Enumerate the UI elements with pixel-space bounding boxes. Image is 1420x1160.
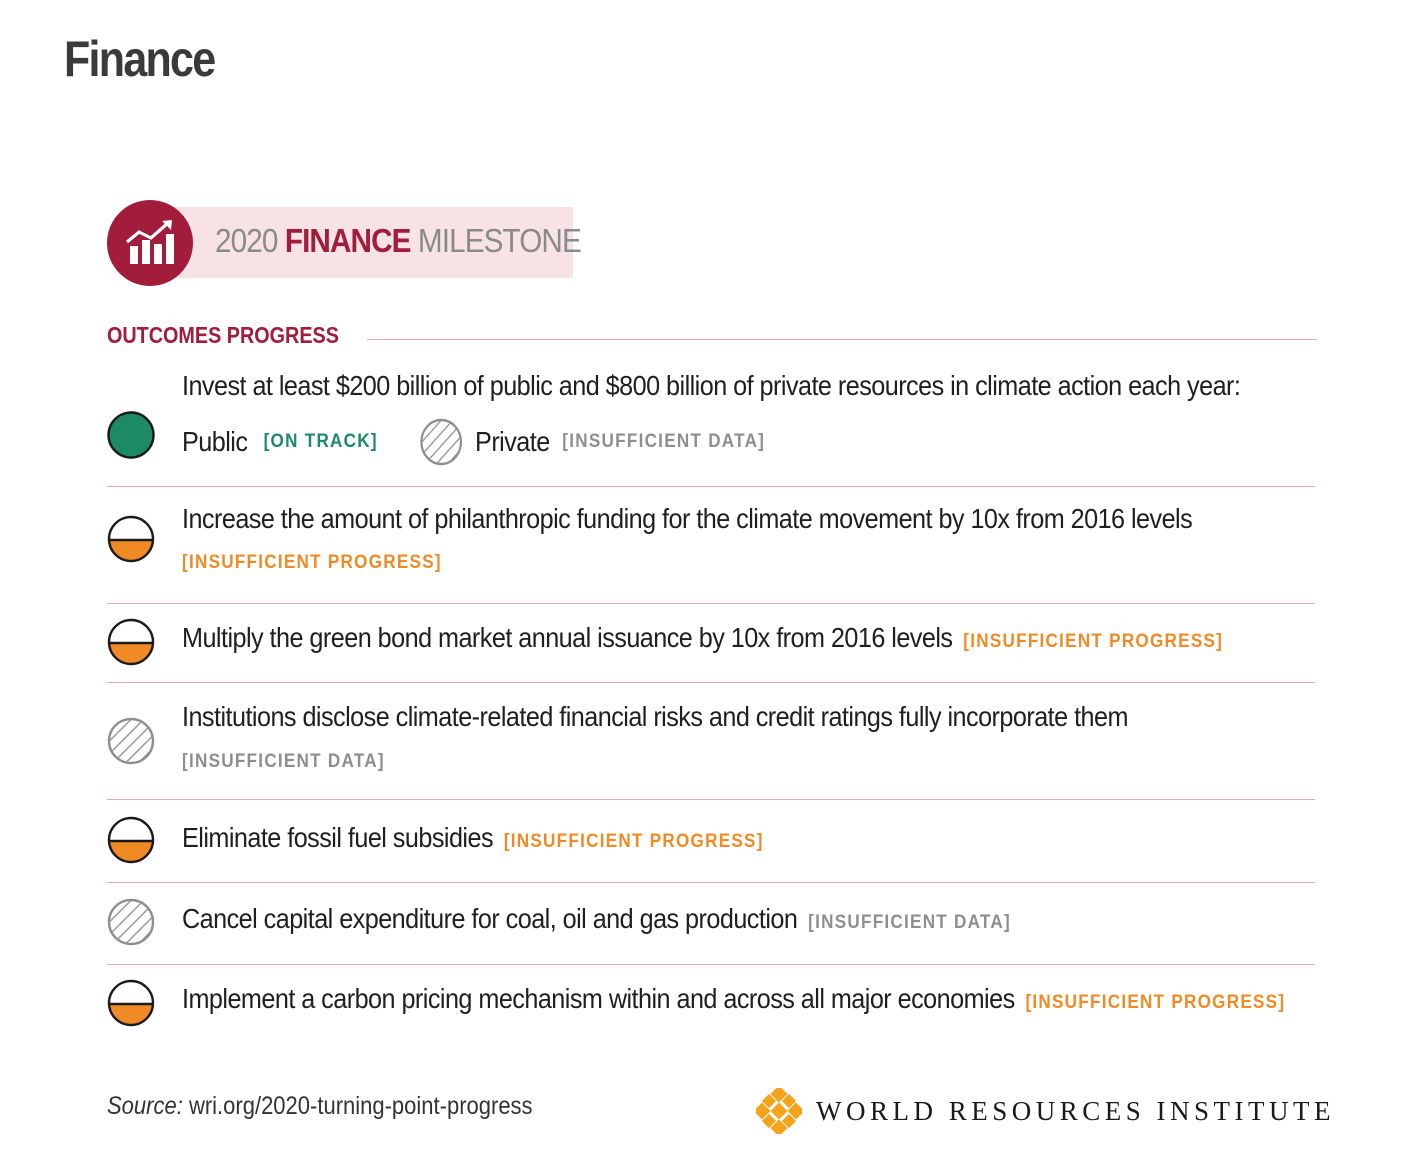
wri-logo-text: WORLD RESOURCES INSTITUTE <box>816 1095 1335 1126</box>
insufficient-data-status-icon <box>419 418 462 466</box>
milestone-background <box>157 207 573 278</box>
outcome-text-line: Cancel capital expenditure for coal, oil… <box>182 903 1011 935</box>
outcome-text: Invest at least $200 billion of public a… <box>182 370 1241 401</box>
status-tag: [INSUFFICIENT PROGRESS] <box>503 831 764 852</box>
outcome-text-line: Eliminate fossil fuel subsidies [INSUFFIC… <box>182 822 764 854</box>
insufficient-progress-status-icon <box>107 816 155 864</box>
milestone-suffix: MILESTONE <box>417 222 582 259</box>
row-divider <box>107 486 1315 487</box>
section-label: OUTCOMES PROGRESS <box>107 322 339 348</box>
milestone-year: 2020 <box>215 222 278 259</box>
outcome-row-carbon-pricing: Implement a carbon pricing mechanism wit… <box>107 965 1315 1045</box>
insufficient-data-status-icon <box>107 717 155 765</box>
status-tag: [INSUFFICIENT PROGRESS] <box>1025 992 1286 1013</box>
insufficient-data-status-icon <box>107 898 155 946</box>
status-tag: [INSUFFICIENT PROGRESS] <box>182 552 442 573</box>
milestone-badge <box>107 200 193 286</box>
outcome-text: Implement a carbon pricing mechanism wit… <box>182 983 1015 1014</box>
outcome-row-fossil-subsidies: Eliminate fossil fuel subsidies [INSUFFIC… <box>107 800 1315 883</box>
outcome-text: Eliminate fossil fuel subsidies <box>182 822 494 853</box>
status-tag: [INSUFFICIENT PROGRESS] <box>963 631 1224 652</box>
status-tag: [INSUFFICIENT DATA] <box>182 751 385 772</box>
source-url[interactable]: wri.org/2020-turning-point-progress <box>188 1092 533 1120</box>
outcome-text-line: Multiply the green bond market annual is… <box>182 622 1223 654</box>
outcome-row-disclosure: Institutions disclose climate-related fi… <box>107 683 1315 800</box>
row-divider <box>107 603 1315 604</box>
outcome-text: Increase the amount of philanthropic fun… <box>182 503 1193 534</box>
on-track-status-icon <box>107 411 155 459</box>
outcome-row-capital-expenditure: Cancel capital expenditure for coal, oil… <box>107 883 1315 965</box>
public-sub-item: Public [ON TRACK] <box>182 426 378 458</box>
wri-logo: WORLD RESOURCES INSTITUTE <box>756 1088 1335 1134</box>
insufficient-progress-status-icon <box>107 618 155 666</box>
private-sub-item: Private [INSUFFICIENT DATA] <box>419 418 765 466</box>
page-title: Finance <box>64 31 216 87</box>
source-note: Source: wri.org/2020-turning-point-progr… <box>107 1092 533 1121</box>
row-divider <box>107 964 1315 965</box>
outcome-sub-statuses: Public [ON TRACK] Private [INSUFFICIENT … <box>182 418 765 466</box>
milestone-emphasis: FINANCE <box>284 222 412 259</box>
row-divider <box>107 882 1315 883</box>
outcome-row-investment: Invest at least $200 billion of public a… <box>107 360 1315 487</box>
row-divider <box>107 682 1315 683</box>
source-label: Source: <box>107 1092 183 1120</box>
wri-logo-icon <box>756 1088 802 1134</box>
status-tag: [INSUFFICIENT DATA] <box>562 431 766 452</box>
milestone-title: 2020 FINANCE MILESTONE <box>215 222 582 260</box>
outcome-text-line: Implement a carbon pricing mechanism wit… <box>182 983 1285 1015</box>
status-tag-line: [INSUFFICIENT DATA] <box>182 751 385 773</box>
outcome-text: Cancel capital expenditure for coal, oil… <box>182 903 798 934</box>
outcome-text: Multiply the green bond market annual is… <box>182 622 953 653</box>
outcome-row-philanthropy: Increase the amount of philanthropic fun… <box>107 487 1315 604</box>
status-tag-line: [INSUFFICIENT PROGRESS] <box>182 552 442 574</box>
insufficient-progress-status-icon <box>107 979 155 1027</box>
milestone-banner: 2020 FINANCE MILESTONE <box>107 200 582 286</box>
outcome-row-green-bonds: Multiply the green bond market annual is… <box>107 604 1315 683</box>
section-divider <box>367 339 1317 340</box>
row-divider <box>107 799 1315 800</box>
growth-chart-icon <box>125 220 174 264</box>
status-tag: [ON TRACK] <box>263 431 378 452</box>
public-label: Public <box>182 426 248 457</box>
insufficient-progress-status-icon <box>107 515 155 563</box>
outcome-text: Institutions disclose climate-related fi… <box>182 701 1128 732</box>
section-header: OUTCOMES PROGRESS <box>107 322 1317 356</box>
status-tag: [INSUFFICIENT DATA] <box>808 912 1011 933</box>
private-label: Private <box>475 426 550 457</box>
